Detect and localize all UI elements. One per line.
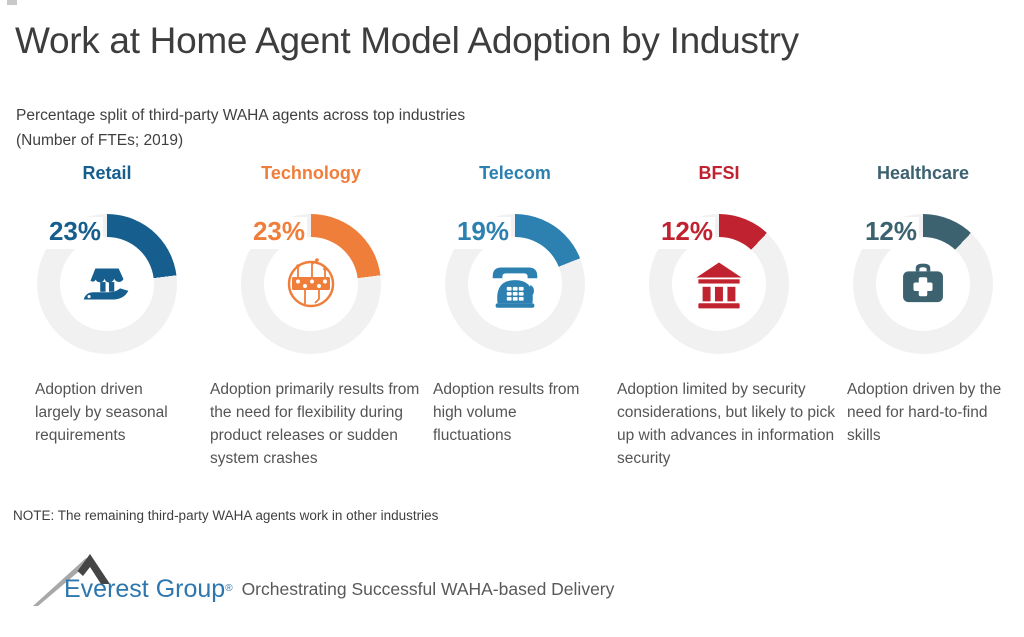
industry-column-bfsi: BFSI 12% Adoptio xyxy=(617,162,835,470)
industry-description: Adoption driven largely by seasonal requ… xyxy=(35,381,168,444)
percent-label: 12% xyxy=(857,217,919,249)
everest-group-logo-text: Everest Group xyxy=(64,575,226,603)
donut-hole xyxy=(876,237,970,331)
everest-group-logo-lockup: Everest Group® xyxy=(64,577,233,602)
everest-group-logo-icon xyxy=(30,548,110,608)
industry-description: Adoption results from high volume fluctu… xyxy=(433,381,580,444)
industry-description: Adoption primarily results from the need… xyxy=(210,381,420,467)
telecom-donut-gauge: 19% xyxy=(445,214,585,354)
industry-description: Adoption limited by security considerati… xyxy=(617,381,835,467)
subtitle-line-2: (Number of FTEs; 2019) xyxy=(16,132,184,149)
percent-label: 12% xyxy=(653,217,715,249)
subtitle-line-1: Percentage split of third-party WAHA age… xyxy=(16,107,466,124)
percent-label: 23% xyxy=(41,217,103,249)
industry-name: Healthcare xyxy=(876,163,970,183)
bank-icon xyxy=(689,254,749,314)
chart-subtitle: Percentage split of third-party WAHA age… xyxy=(16,103,465,153)
telephone-icon xyxy=(484,253,546,315)
industry-column-retail: Retail 23% Adoption driven larg xyxy=(5,162,209,470)
industry-name: Retail xyxy=(82,163,132,183)
footer-tagline: Orchestrating Successful WAHA-based Deli… xyxy=(241,579,615,599)
industry-column-technology: Technology xyxy=(209,162,419,470)
industry-name: Telecom xyxy=(479,163,551,183)
corner-artifact xyxy=(7,0,17,5)
footnote: NOTE: The remaining third-party WAHA age… xyxy=(13,508,439,523)
industry-column-telecom: Telecom xyxy=(413,162,617,470)
bfsi-donut-gauge: 12% xyxy=(649,214,789,354)
donut-hole xyxy=(60,237,154,331)
percent-label: 23% xyxy=(245,217,307,249)
industry-name: BFSI xyxy=(698,163,740,183)
percent-label: 19% xyxy=(449,217,511,249)
industry-description: Adoption driven by the need for hard-to-… xyxy=(847,381,1002,444)
industry-name: Technology xyxy=(261,163,361,183)
page-title: Work at Home Agent Model Adoption by Ind… xyxy=(15,20,799,61)
donut-hole xyxy=(672,237,766,331)
first-aid-kit-icon xyxy=(894,255,952,313)
industry-column-healthcare: Healthcare 12% Adoption driven by the ne… xyxy=(821,162,1024,470)
circuit-board-icon xyxy=(279,252,343,316)
registered-trademark: ® xyxy=(225,583,233,594)
footer: Everest Group® Orchestrating Successful … xyxy=(30,546,614,608)
industry-columns: Retail 23% Adoption driven larg xyxy=(5,162,1024,470)
retail-donut-gauge: 23% xyxy=(37,214,177,354)
healthcare-donut-gauge: 12% xyxy=(853,214,993,354)
storefront-hand-icon xyxy=(76,253,138,315)
donut-hole xyxy=(468,237,562,331)
technology-donut-gauge: 23% xyxy=(241,214,381,354)
donut-hole xyxy=(264,237,358,331)
